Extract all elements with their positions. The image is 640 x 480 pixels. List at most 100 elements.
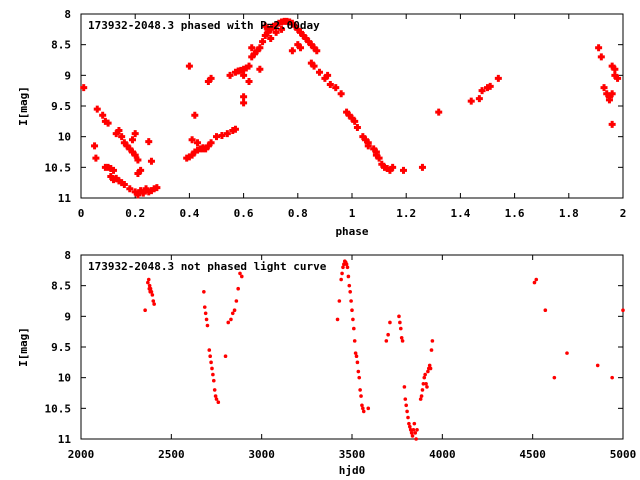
data-point (101, 117, 109, 125)
data-point (532, 280, 537, 285)
data-point (608, 90, 616, 98)
x-tick-label: 2500 (158, 448, 185, 461)
data-point (430, 339, 435, 343)
data-point (211, 372, 215, 377)
data-point (348, 290, 352, 294)
data-point (229, 317, 233, 322)
data-point (600, 84, 608, 92)
data-point (418, 163, 426, 171)
data-point (357, 375, 362, 380)
data-point (400, 339, 405, 343)
x-tick-label: 2 (620, 207, 627, 220)
data-point (360, 403, 364, 408)
data-point (93, 105, 101, 113)
chart-title: 173932-2048.3 phased with P=2.00day (88, 19, 320, 32)
data-point (107, 173, 115, 181)
data-point (475, 95, 483, 103)
data-point (399, 336, 404, 340)
data-point (245, 77, 253, 85)
data-point (248, 53, 256, 61)
x-tick-label: 0.6 (234, 207, 254, 220)
data-point (80, 84, 88, 92)
data-point (478, 87, 486, 95)
data-point (131, 151, 139, 159)
data-point (150, 293, 155, 297)
data-point (242, 64, 250, 72)
data-point (245, 62, 253, 70)
data-point (605, 93, 613, 101)
data-point (407, 421, 411, 426)
data-point (204, 142, 212, 150)
data-point (386, 332, 390, 337)
data-point (294, 41, 302, 49)
data-point (199, 145, 207, 153)
data-point (321, 74, 329, 82)
data-point (104, 119, 112, 127)
data-point (211, 378, 216, 383)
data-point (208, 354, 212, 359)
data-point (147, 283, 152, 288)
data-point (213, 394, 218, 398)
data-point (427, 363, 432, 368)
data-point (223, 130, 231, 138)
x-tick-label: 1.2 (396, 207, 416, 220)
data-point (494, 74, 502, 82)
data-point (185, 62, 193, 70)
data-point (398, 320, 402, 325)
phased-chart: 0 0.2 0.4 0.6 0.8 1 1.2 1.4 1.6 1.8 2 8 8.5 9 9.5 10 10.… (17, 8, 626, 238)
data-point (565, 351, 569, 355)
data-point (408, 424, 412, 429)
data-point (146, 280, 150, 285)
data-point (203, 311, 208, 316)
data-point (422, 375, 427, 380)
data-point (421, 382, 426, 386)
data-point (99, 111, 107, 119)
data-point (299, 31, 307, 39)
data-point (240, 71, 248, 79)
data-point (361, 406, 365, 411)
y-tick-label: 8 (64, 8, 71, 21)
y-tick-label: 11 (58, 192, 72, 205)
data-point (207, 139, 215, 147)
data-point (413, 431, 418, 435)
data-point (239, 274, 244, 279)
data-point (261, 31, 269, 39)
data-point (419, 394, 424, 398)
data-point (128, 148, 136, 156)
data-point (364, 142, 372, 150)
data-point (142, 185, 150, 193)
data-point (209, 360, 213, 365)
x-tick-label: 3000 (248, 448, 275, 461)
data-point (611, 71, 619, 79)
data-point (272, 28, 280, 36)
data-point (313, 47, 321, 55)
data-point (350, 308, 354, 313)
data-point (467, 97, 475, 105)
data-point (297, 28, 305, 36)
data-point (335, 317, 340, 322)
data-point (354, 354, 359, 359)
x-axis-label: hjd0 (339, 464, 366, 477)
data-point (344, 262, 349, 267)
plot-frame (80, 254, 624, 440)
data-point (120, 181, 128, 189)
y-tick-label: 9 (64, 310, 71, 323)
y-axis-label: I[mag] (17, 327, 30, 367)
data-point (205, 323, 210, 328)
data-point (411, 428, 416, 432)
data-point (399, 166, 407, 174)
data-points (80, 17, 622, 199)
data-point (212, 388, 217, 392)
y-tick-label: 10.5 (45, 161, 72, 174)
data-point (361, 409, 366, 414)
data-point (326, 81, 334, 89)
data-point (185, 153, 193, 161)
data-point (351, 317, 355, 322)
data-point (204, 317, 209, 322)
data-point (288, 19, 296, 27)
data-point (107, 165, 115, 173)
data-point (207, 348, 212, 352)
data-point (351, 117, 359, 125)
data-point (332, 84, 340, 92)
